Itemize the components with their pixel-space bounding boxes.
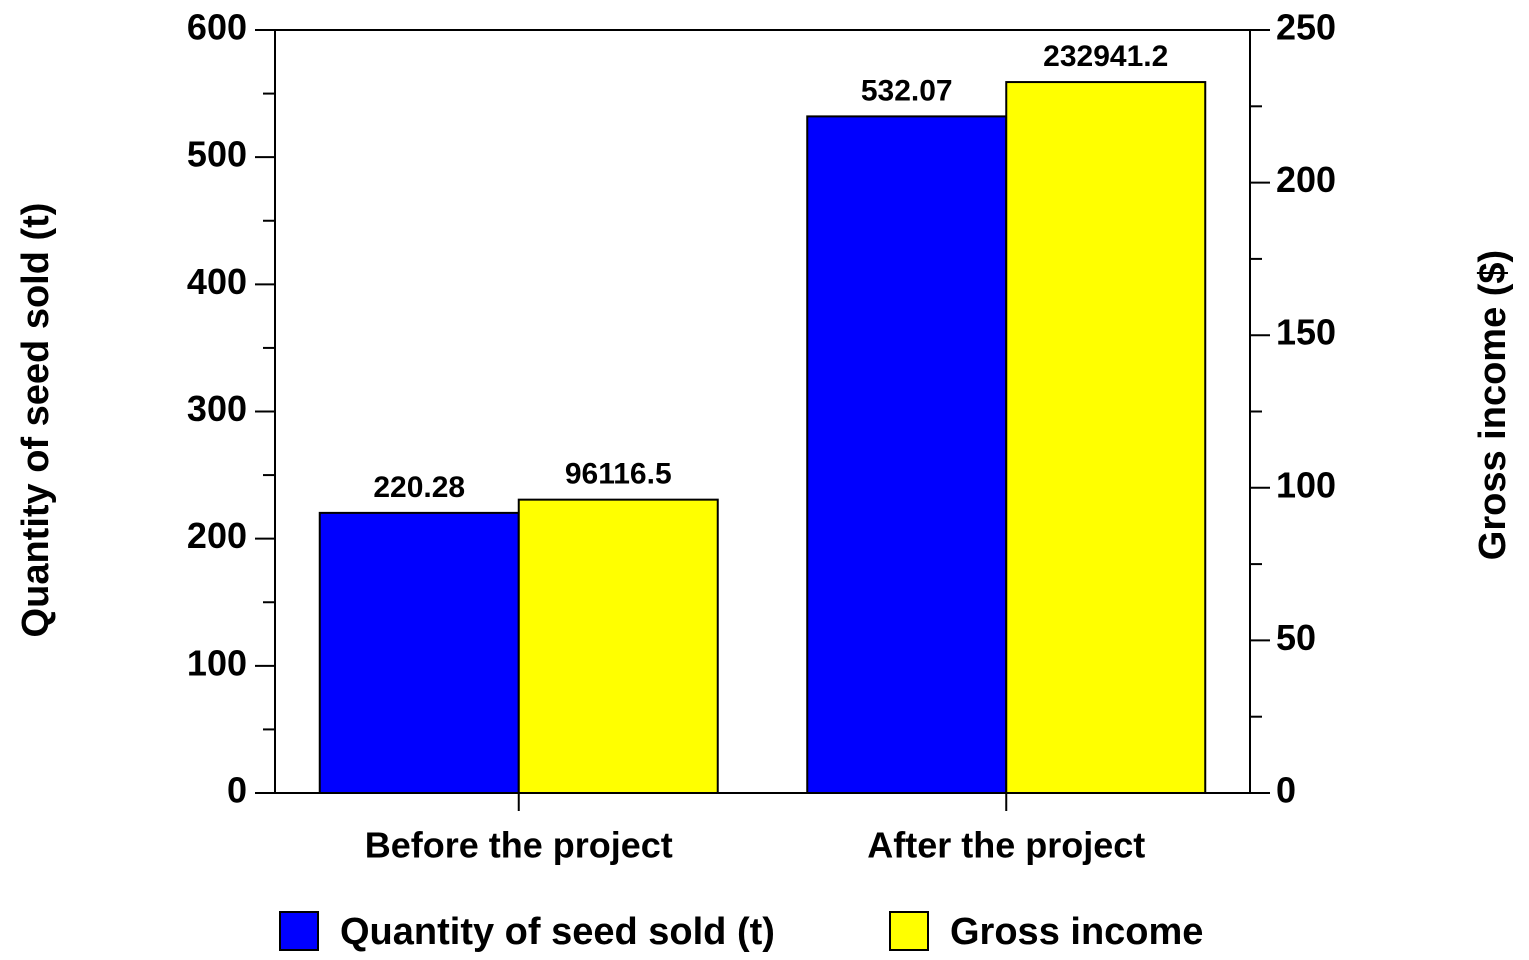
y2-tick-label: 100 [1276,464,1336,505]
bar [806,115,1008,794]
bar [1005,81,1207,794]
legend-label: Quantity of seed sold (t) [340,911,775,953]
y-axis-title: Quantity of seed sold (t) [15,203,57,638]
y-tick-label: 200 [187,515,247,556]
bar [517,498,719,794]
data-label: 532.07 [861,74,953,107]
y2-tick-label: 50 [1276,617,1316,658]
legend-swatch [279,911,319,951]
y-tick-label: 600 [187,7,247,48]
bar [318,511,520,794]
y-tick-label: 100 [187,642,247,683]
x-tick-label: After the project [867,825,1145,866]
legend-swatch [889,911,929,951]
data-label: 96116.5 [565,458,672,491]
y2-tick-label: 150 [1276,312,1336,353]
y-tick-label: 400 [187,261,247,302]
x-tick-label: Before the project [365,825,673,866]
y2-tick-label: 250 [1276,7,1336,48]
y2-axis-title: Gross income ($) [1472,250,1514,560]
y-tick-label: 0 [227,770,247,811]
y2-tick-label: 200 [1276,159,1336,200]
data-label: 232941.2 [1043,40,1168,73]
y-tick-label: 300 [187,388,247,429]
legend-label: Gross income [950,911,1203,953]
y-tick-label: 500 [187,134,247,175]
data-label: 220.28 [373,471,465,504]
y2-tick-label: 0 [1276,770,1296,811]
